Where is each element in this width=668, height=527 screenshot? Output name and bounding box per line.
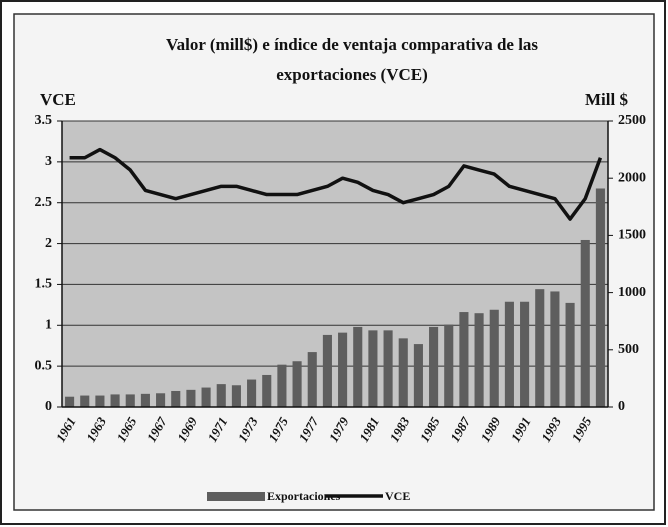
y-tick-label: 0.5 — [35, 358, 53, 373]
bar — [216, 384, 226, 407]
y2-tick-label: 0 — [618, 399, 625, 414]
legend-label: Exportaciones — [267, 489, 341, 503]
bar — [550, 291, 560, 407]
y2-tick-label: 1000 — [618, 285, 646, 300]
y-tick-label: 2 — [45, 236, 52, 251]
chart-title: exportaciones (VCE) — [276, 65, 428, 84]
y-tick-label: 3.5 — [35, 113, 53, 128]
bar — [247, 379, 257, 407]
bar — [186, 389, 196, 407]
bar — [368, 330, 378, 407]
bar — [459, 312, 469, 407]
y-tick-label: 0 — [45, 399, 52, 414]
bar — [520, 301, 530, 407]
chart-title: Valor (mill$) e índice de ventaja compar… — [166, 35, 538, 54]
bar — [125, 394, 135, 407]
bar — [95, 395, 105, 407]
bar — [65, 396, 75, 407]
bar — [489, 309, 499, 407]
bar — [231, 385, 241, 407]
y-tick-label: 3 — [45, 154, 52, 169]
bar — [474, 313, 484, 407]
bar — [504, 301, 514, 407]
y2-tick-label: 2000 — [618, 170, 646, 185]
bar — [429, 326, 439, 407]
bar — [171, 390, 181, 407]
bar — [201, 387, 211, 407]
bar — [338, 332, 348, 407]
y2-tick-label: 1500 — [618, 228, 646, 243]
line — [69, 147, 603, 221]
bar — [580, 239, 590, 407]
y-tick-label: 1.5 — [35, 277, 53, 292]
y2-axis-label: Mill $ — [585, 90, 628, 109]
bar — [444, 324, 454, 407]
bar — [292, 361, 302, 407]
bar — [535, 289, 545, 407]
bar — [398, 338, 408, 407]
y-tick-label: 1 — [45, 318, 52, 333]
bar — [262, 374, 272, 407]
bar — [80, 395, 90, 407]
bar — [307, 352, 317, 407]
bar — [565, 302, 575, 407]
y2-tick-label: 500 — [618, 342, 639, 357]
bar — [110, 394, 120, 407]
y-tick-label: 2.5 — [35, 195, 53, 210]
plot-area — [62, 121, 608, 407]
bar — [156, 393, 166, 407]
y2-tick-label: 2500 — [618, 113, 646, 128]
bar — [322, 334, 332, 407]
y-axis-label: VCE — [40, 90, 76, 109]
bar — [140, 393, 150, 407]
bar — [353, 326, 363, 407]
legend-label: VCE — [385, 489, 410, 503]
bar — [595, 188, 605, 407]
bar — [413, 344, 423, 407]
bar — [277, 364, 287, 407]
bar — [383, 330, 393, 407]
legend-swatch — [207, 492, 265, 501]
